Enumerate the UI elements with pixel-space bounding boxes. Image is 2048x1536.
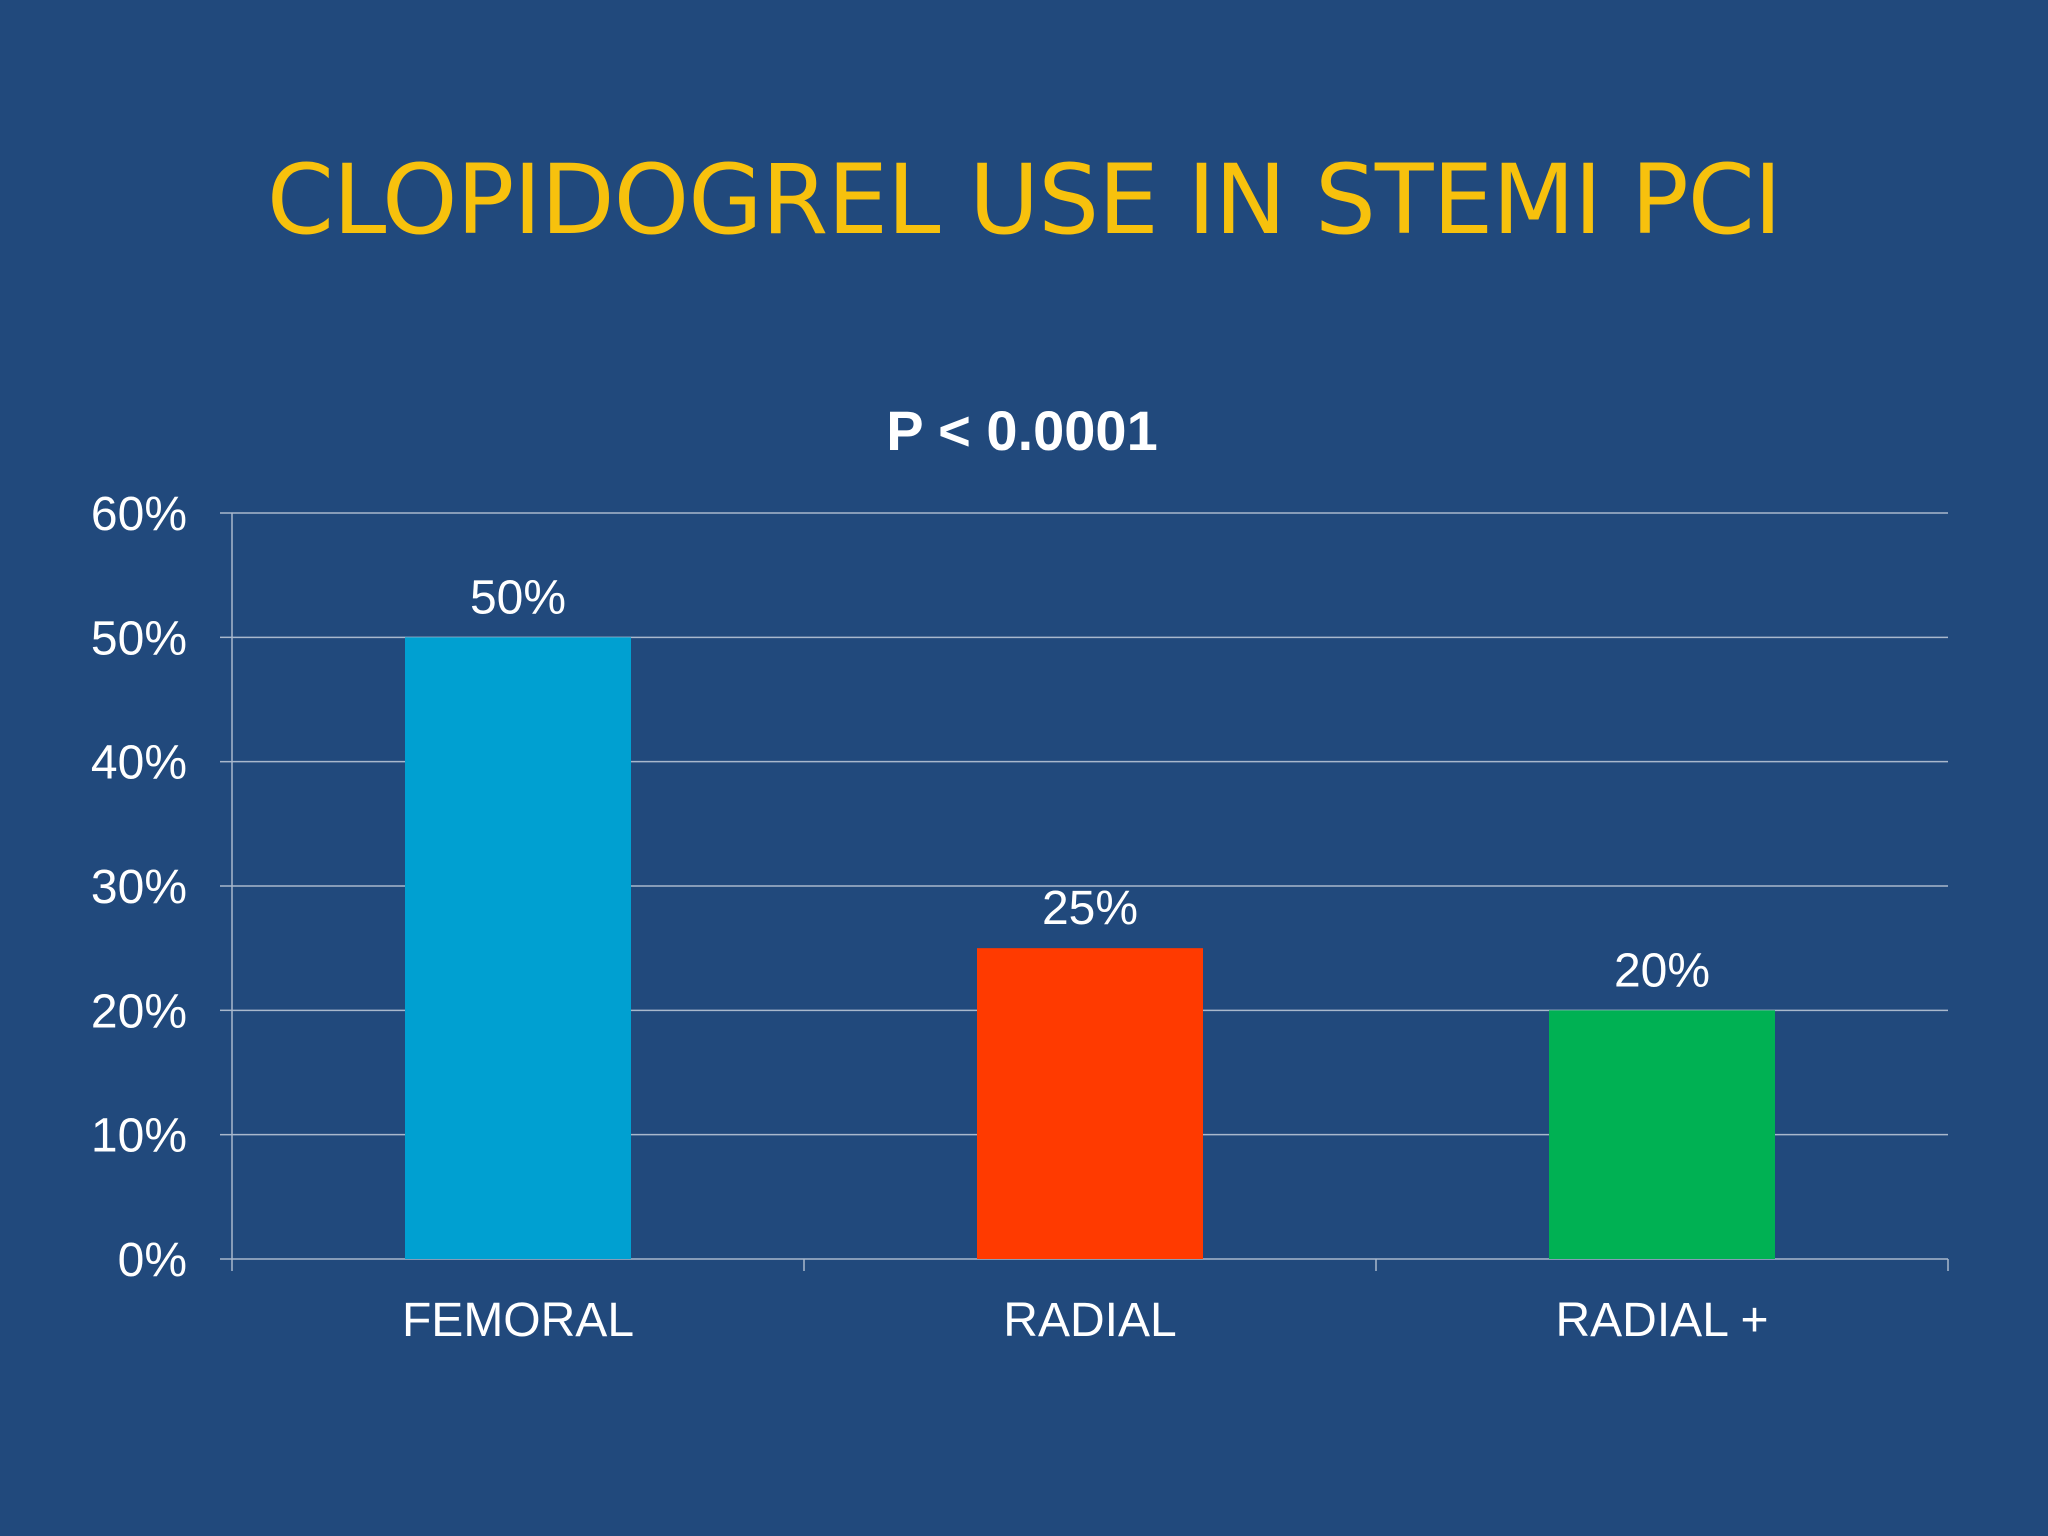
x-category-label: RADIAL +: [1556, 1294, 1769, 1347]
chart-title: P < 0.0001: [886, 399, 1157, 462]
y-tick-label: 50%: [91, 612, 187, 665]
y-tick-label: 10%: [91, 1110, 187, 1163]
y-tick-label: 40%: [91, 737, 187, 790]
labels: 0% 10% 20% 30% 40% 50% 60% 50% FEMORAL 25% RADIAL 2…: [91, 488, 1769, 1347]
x-category-label: RADIAL: [1003, 1294, 1176, 1347]
slide-title: CLOPIDOGREL USE IN STEMI PCI: [266, 144, 1782, 256]
y-tick-label: 20%: [91, 985, 187, 1038]
data-label: 25%: [1042, 882, 1138, 935]
x-category-label: FEMORAL: [402, 1294, 634, 1347]
bar-radial: [977, 948, 1203, 1259]
y-tick-label: 60%: [91, 488, 187, 541]
y-tick-label: 0%: [118, 1234, 187, 1287]
bar-radial: [1549, 1010, 1775, 1259]
data-label: 50%: [470, 571, 566, 624]
bars: [405, 637, 1775, 1259]
bar-femoral: [405, 637, 631, 1259]
data-label: 20%: [1614, 944, 1710, 997]
y-tick-label: 30%: [91, 861, 187, 914]
